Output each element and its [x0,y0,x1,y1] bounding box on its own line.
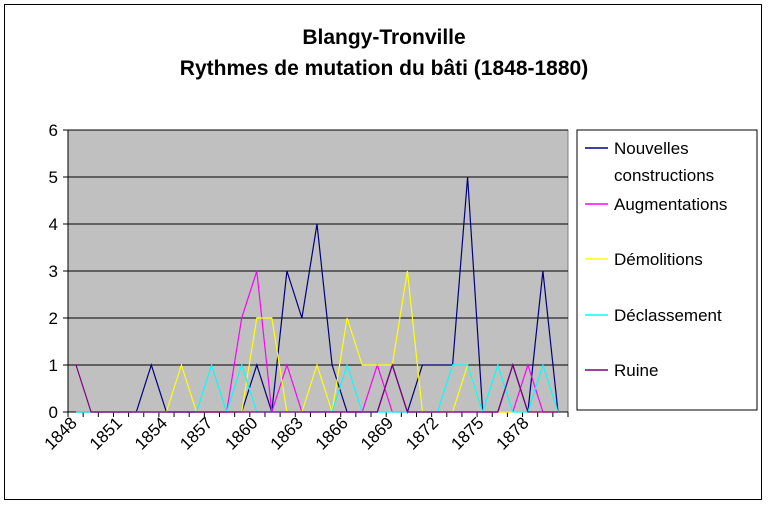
legend-label-0: Nouvelles constructions [614,139,714,185]
x-tick-label: 1875 [447,413,487,453]
x-tick-label: 1857 [176,413,216,453]
y-tick-label: 6 [49,121,58,140]
legend-label-3: Déclassement [614,306,722,325]
gridlines [68,129,568,366]
chart-title-line-1: Blangy-Tronville [302,26,466,49]
legend-label-2: Démolitions [614,250,703,269]
x-tick-label: 1878 [493,413,533,453]
chart-title-line-2: Rythmes de mutation du bâti (1848-1880) [179,57,589,80]
series-line-0 [76,176,559,414]
x-tick-label: 1872 [402,413,442,453]
y-tick-label: 4 [49,215,58,234]
x-axis: 1848 1851 1854 1857 1860 1863 1866 1869 1872 1875… [41,411,569,454]
legend-box [576,129,758,411]
chart-title: Blangy-Tronville Rythmes de mutation du … [0,22,768,84]
x-tick-label: 1860 [221,413,261,453]
legend-label-1: Augmentations [614,195,727,214]
legend: Nouvelles constructions Augmentations Démol… [576,129,758,411]
y-tick-label: 2 [49,309,58,328]
legend-label-4: Ruine [614,361,658,380]
x-tick-label: 1866 [312,413,352,453]
x-tick-label: 1848 [41,413,81,453]
x-tick-label: 1851 [86,413,126,453]
series-line-4 [75,363,558,413]
x-tick-label: 1854 [131,413,171,453]
y-axis: 0 1 2 3 4 5 6 [49,121,69,422]
legend-label-line: Nouvelles [614,139,689,158]
legend-label-line: constructions [614,166,714,185]
x-tick-label: 1869 [357,413,397,453]
series-lines [75,176,559,414]
x-tick-label: 1863 [267,413,307,453]
y-tick-label: 1 [49,356,58,375]
y-tick-label: 3 [49,262,58,281]
y-tick-label: 0 [49,403,58,422]
y-tick-label: 5 [49,168,58,187]
